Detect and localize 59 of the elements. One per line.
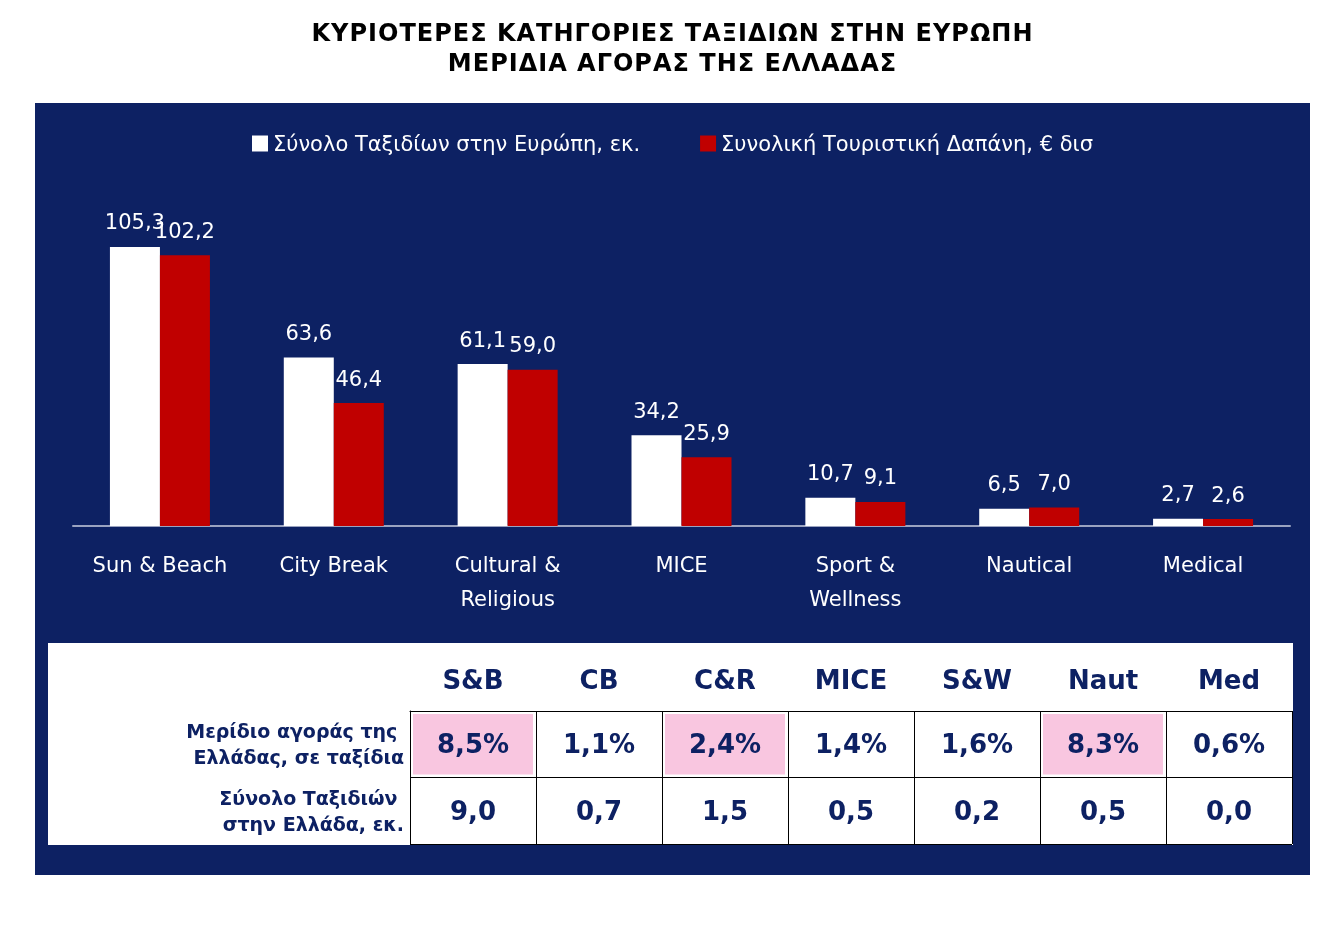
x-tick-label: Nautical xyxy=(986,553,1073,577)
data-label: 7,0 xyxy=(1037,470,1071,495)
bar xyxy=(979,508,1030,526)
bar xyxy=(1203,519,1254,526)
x-tick-label: C&R xyxy=(694,665,756,695)
bar xyxy=(109,246,160,526)
bar xyxy=(681,457,732,526)
x-tick-label: Med xyxy=(1197,665,1261,695)
bar xyxy=(333,403,384,526)
bar xyxy=(631,435,682,526)
data-label: 6,5 xyxy=(987,472,1021,497)
x-tick-label: Sun & Beach xyxy=(92,553,228,577)
text: 0,0 xyxy=(1205,795,1253,826)
data-label: 2,7 xyxy=(1161,482,1195,507)
text: 8,3% xyxy=(1066,729,1140,760)
x-tick-label: City Break xyxy=(279,553,389,577)
text: 2,4% xyxy=(688,729,762,760)
legend-label: Συνολική Τουριστική Δαπάνη, € δισ xyxy=(721,131,1094,156)
data-label: 34,2 xyxy=(633,398,680,423)
data-label: 10,7 xyxy=(806,461,854,486)
text: 0,6% xyxy=(1192,729,1266,760)
data-label: 25,9 xyxy=(683,420,730,445)
bar xyxy=(283,357,334,526)
x-tick-label: Medical xyxy=(1162,553,1244,577)
text: 1,1% xyxy=(562,729,636,760)
text: 0,5 xyxy=(827,795,875,826)
text: 1,4% xyxy=(814,729,888,760)
x-tick-label: S&B xyxy=(442,665,504,695)
text: 9,0 xyxy=(449,795,497,826)
bar xyxy=(507,369,558,526)
text: 1,6% xyxy=(940,729,1014,760)
data-label: 61,1 xyxy=(459,327,507,352)
data-label: 46,4 xyxy=(335,366,383,391)
x-tick-label: MICE xyxy=(655,553,708,577)
bar xyxy=(855,501,906,526)
data-label: 63,6 xyxy=(285,320,333,345)
data-label: 2,6 xyxy=(1211,482,1245,507)
data-label: 9,1 xyxy=(863,465,898,490)
y-tick-label: Μερίδιο αγοράς της Ελλάδας, σε ταξίδια xyxy=(186,720,404,769)
y-tick-label: Σύνολο Ταξιδιών στην Ελλάδα, εκ. xyxy=(219,786,404,835)
bar xyxy=(805,497,856,526)
x-tick-label: MICE xyxy=(814,665,888,695)
bar xyxy=(159,255,210,526)
x-tick-label: Cultural & Religious xyxy=(454,553,561,611)
x-tick-label: S&W xyxy=(941,665,1013,695)
text: 8,5% xyxy=(436,729,510,760)
x-tick-label: Sport & Wellness xyxy=(809,553,902,611)
bar xyxy=(1153,518,1204,526)
text: 0,5 xyxy=(1079,795,1127,826)
legend-label: Σύνολο Ταξιδίων στην Ευρώπη, εκ. xyxy=(272,131,641,156)
bar xyxy=(457,364,508,526)
x-tick-label: CB xyxy=(579,665,619,695)
data-label: 59,0 xyxy=(509,333,557,358)
x-tick-label: Naut xyxy=(1067,665,1139,695)
bar xyxy=(1029,507,1080,526)
chart-title: ΚΥΡΙΟΤΕΡΕΣ ΚΑΤΗΓΟΡΙΕΣ ΤΑΞΙΔΙΩΝ ΣΤΗΝ ΕΥΡΩΠΗ ΜΕΡΙΔΙΑ ΑΓΟΡΑΣ ΤΗΣ ΕΛΛΑΔΑΣ xyxy=(310,18,1035,78)
text: 0,7 xyxy=(575,795,623,826)
text: 1,5 xyxy=(701,795,749,826)
text: 0,2 xyxy=(953,795,1001,826)
